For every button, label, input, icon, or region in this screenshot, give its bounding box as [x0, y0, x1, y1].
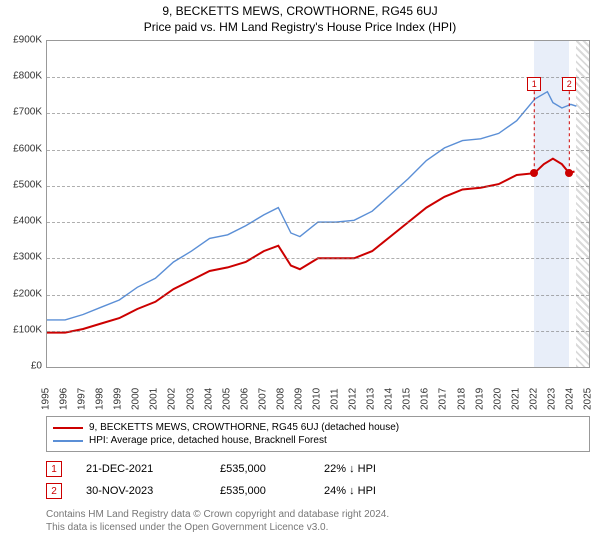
x-tick-label: 1998	[95, 370, 106, 410]
y-tick-label: £900K	[0, 35, 42, 46]
legend-label: HPI: Average price, detached house, Brac…	[89, 435, 327, 446]
chart-title-address: 9, BECKETTS MEWS, CROWTHORNE, RG45 6UJ	[0, 4, 600, 18]
y-tick-label: £400K	[0, 216, 42, 227]
y-tick-label: £500K	[0, 179, 42, 190]
titles: 9, BECKETTS MEWS, CROWTHORNE, RG45 6UJ P…	[0, 0, 600, 40]
x-tick-label: 2016	[420, 370, 431, 410]
x-tick-label: 2001	[149, 370, 160, 410]
x-tick-label: 2007	[257, 370, 268, 410]
event-point	[530, 169, 538, 177]
x-tick-label: 2014	[384, 370, 395, 410]
legend-swatch	[53, 427, 83, 429]
x-tick-label: 2005	[221, 370, 232, 410]
y-tick-label: £800K	[0, 71, 42, 82]
footer-line: This data is licensed under the Open Gov…	[46, 521, 590, 534]
x-tick-label: 2000	[131, 370, 142, 410]
x-tick-label: 1996	[59, 370, 70, 410]
y-tick-label: £600K	[0, 143, 42, 154]
x-tick-label: 2022	[528, 370, 539, 410]
event-date: 30-NOV-2023	[86, 485, 196, 497]
legend-row: 9, BECKETTS MEWS, CROWTHORNE, RG45 6UJ (…	[53, 421, 583, 434]
x-tick-label: 2024	[564, 370, 575, 410]
legend: 9, BECKETTS MEWS, CROWTHORNE, RG45 6UJ (…	[46, 416, 590, 452]
event-table: 1 21-DEC-2021 £535,000 22% ↓ HPI 2 30-NO…	[46, 458, 590, 502]
x-tick-label: 2009	[293, 370, 304, 410]
y-tick-label: £300K	[0, 252, 42, 263]
footer: Contains HM Land Registry data © Crown c…	[46, 508, 590, 534]
x-tick-label: 2012	[348, 370, 359, 410]
event-badge: 2	[46, 483, 62, 499]
x-tick-label: 1999	[113, 370, 124, 410]
x-tick-label: 2002	[167, 370, 178, 410]
chart-subtitle: Price paid vs. HM Land Registry's House …	[0, 20, 600, 34]
x-tick-label: 2018	[456, 370, 467, 410]
event-row: 1 21-DEC-2021 £535,000 22% ↓ HPI	[46, 458, 590, 480]
x-tick-label: 2017	[438, 370, 449, 410]
plot-region: 12	[46, 40, 590, 368]
x-tick-label: 2003	[185, 370, 196, 410]
y-tick-label: £100K	[0, 324, 42, 335]
event-row: 2 30-NOV-2023 £535,000 24% ↓ HPI	[46, 480, 590, 502]
x-tick-label: 2006	[239, 370, 250, 410]
x-tick-label: 1995	[41, 370, 52, 410]
y-tick-label: £200K	[0, 288, 42, 299]
event-price: £535,000	[220, 485, 300, 497]
x-tick-label: 2015	[402, 370, 413, 410]
legend-swatch	[53, 440, 83, 442]
x-tick-label: 1997	[77, 370, 88, 410]
event-price: £535,000	[220, 463, 300, 475]
x-tick-label: 2019	[474, 370, 485, 410]
legend-row: HPI: Average price, detached house, Brac…	[53, 434, 583, 447]
event-marker-box: 1	[527, 77, 541, 91]
y-tick-label: £0	[0, 361, 42, 372]
x-tick-label: 2008	[275, 370, 286, 410]
chart-container: 9, BECKETTS MEWS, CROWTHORNE, RG45 6UJ P…	[0, 0, 600, 560]
x-tick-label: 2025	[583, 370, 594, 410]
footer-line: Contains HM Land Registry data © Crown c…	[46, 508, 590, 521]
x-tick-label: 2004	[203, 370, 214, 410]
x-tick-label: 2020	[492, 370, 503, 410]
event-delta: 22% ↓ HPI	[324, 463, 414, 475]
x-tick-label: 2010	[312, 370, 323, 410]
y-tick-label: £700K	[0, 107, 42, 118]
event-point	[565, 169, 573, 177]
x-tick-label: 2013	[366, 370, 377, 410]
x-tick-label: 2011	[330, 370, 341, 410]
event-marker-box: 2	[562, 77, 576, 91]
chart-area: 12 £0£100K£200K£300K£400K£500K£600K£700K…	[0, 40, 600, 410]
event-date: 21-DEC-2021	[86, 463, 196, 475]
legend-label: 9, BECKETTS MEWS, CROWTHORNE, RG45 6UJ (…	[89, 422, 399, 433]
x-tick-label: 2023	[546, 370, 557, 410]
line-layer	[47, 41, 589, 367]
event-badge: 1	[46, 461, 62, 477]
event-delta: 24% ↓ HPI	[324, 485, 414, 497]
x-tick-label: 2021	[510, 370, 521, 410]
